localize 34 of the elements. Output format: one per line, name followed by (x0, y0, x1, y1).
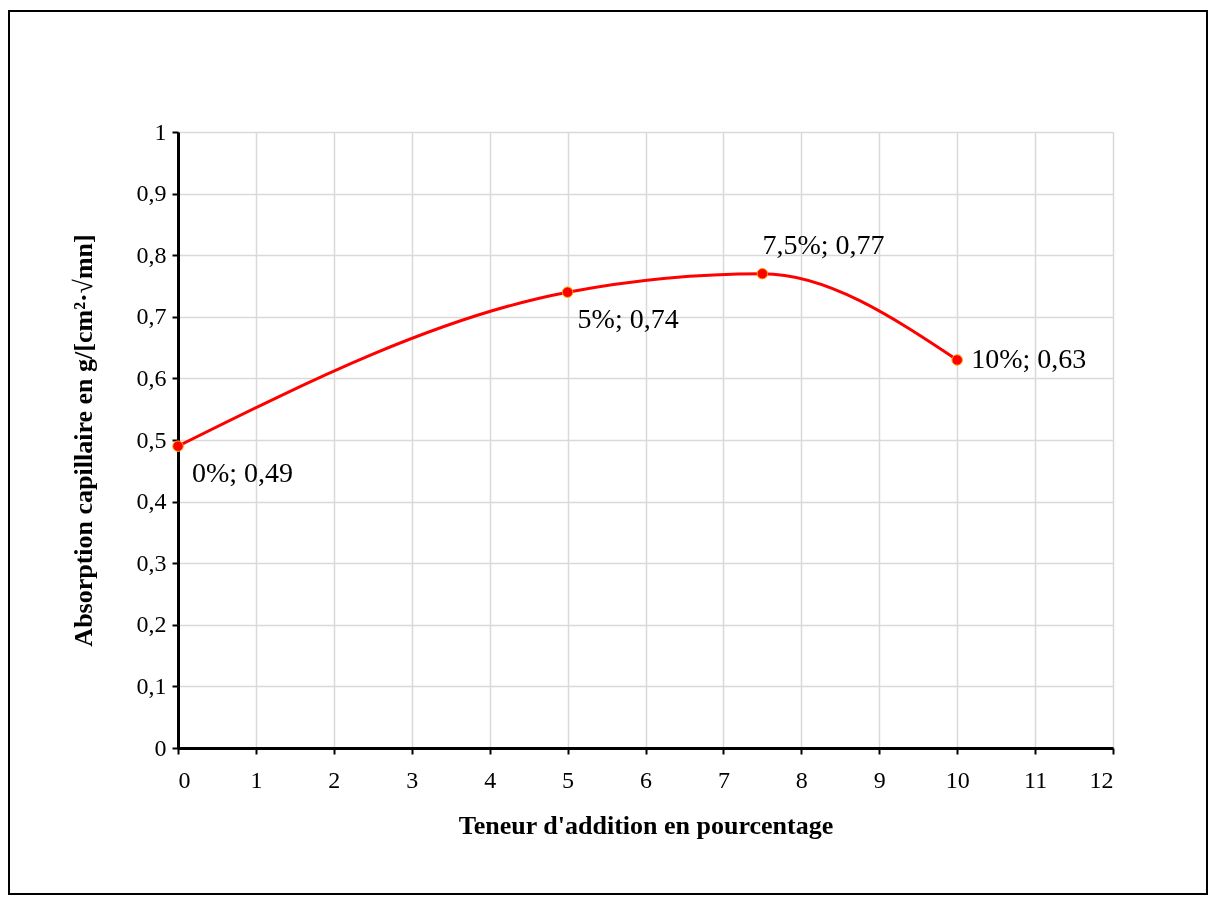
y-tick-label: 0,2 (136, 611, 167, 638)
y-tick-label: 0,4 (136, 488, 167, 515)
y-tick-label: 0,8 (136, 241, 167, 268)
x-tick-label: 3 (406, 766, 419, 793)
x-tick-label: 9 (873, 766, 886, 793)
y-tick-label: 0,5 (136, 426, 167, 453)
x-tick-label: 10 (945, 766, 970, 793)
x-tick-label: 12 (1089, 766, 1114, 793)
y-tick-label: 0,1 (136, 672, 167, 699)
point (756, 267, 769, 280)
y-tick-label: 0,6 (136, 364, 167, 391)
data-label: 0%; 0,49 (192, 457, 294, 489)
x-tick-label: 2 (328, 766, 341, 793)
data-label: 7,5%; 0,77 (762, 228, 885, 260)
y-tick-label: 0,7 (136, 303, 167, 330)
data-label: 10%; 0,63 (971, 342, 1087, 374)
x-tick-label: 11 (1024, 766, 1048, 793)
y-tick-label: 0 (154, 734, 167, 761)
y-tick-label: 0,9 (136, 180, 167, 207)
x-tick-label: 0 (178, 766, 191, 793)
x-tick-label: 6 (640, 766, 652, 793)
y-tick-label: 1 (154, 118, 167, 145)
x-tick-label: 1 (250, 766, 263, 793)
y-axis-title: Absorption capillaire en g/[cm²·√mn] (68, 234, 98, 647)
x-tick-label: 8 (795, 766, 808, 793)
x-tick-label: 5 (562, 766, 575, 793)
x-tick-label: 7 (717, 766, 730, 793)
x-axis-title: Teneur d'addition en pourcentage (458, 810, 834, 840)
x-tick-label: 4 (484, 766, 497, 793)
point (951, 354, 963, 366)
point (172, 440, 184, 452)
point (561, 286, 574, 298)
data-label: 5%; 0,74 (577, 303, 679, 335)
y-tick-label: 0,3 (136, 549, 167, 576)
